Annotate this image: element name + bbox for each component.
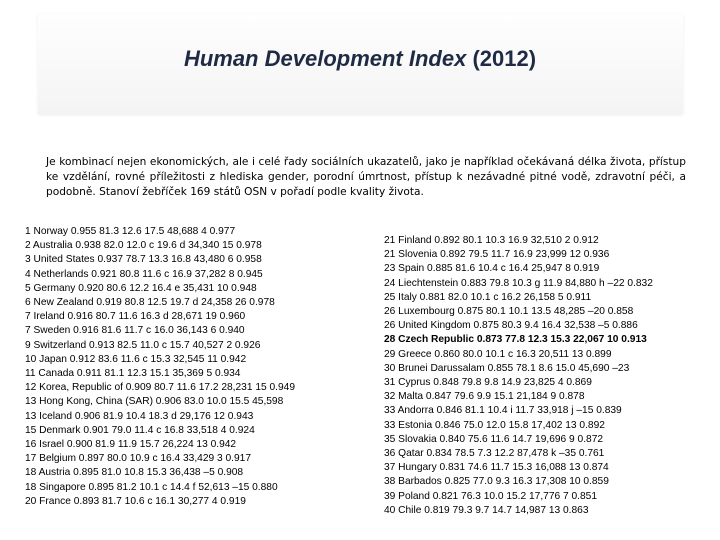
list-item: 18 Singapore 0.895 81.2 10.1 c 14.4 f 52… xyxy=(25,481,278,493)
title-panel xyxy=(38,14,683,114)
list-item: 13 Hong Kong, China (SAR) 0.906 83.0 10.… xyxy=(25,396,284,408)
list-item: 10 Japan 0.912 83.6 11.6 c 15.3 32,545 1… xyxy=(25,353,247,365)
list-item: 5 Germany 0.920 80.6 12.2 16.4 e 35,431 … xyxy=(25,282,257,294)
list-item: 6 New Zealand 0.919 80.8 12.5 19.7 d 24,… xyxy=(25,297,275,309)
list-item: 18 Austria 0.895 81.0 10.8 15.3 36,438 –… xyxy=(25,467,244,479)
list-item: 35 Slovakia 0.840 75.6 11.6 14.7 19,696 … xyxy=(384,433,604,445)
list-item: 33 Estonia 0.846 75.0 12.0 15.8 17,402 1… xyxy=(384,419,605,431)
list-item: 32 Malta 0.847 79.6 9.9 15.1 21,184 9 0.… xyxy=(384,391,585,403)
list-item: 26 United Kingdom 0.875 80.3 9.4 16.4 32… xyxy=(384,320,638,332)
list-item: 13 Iceland 0.906 81.9 10.4 18.3 d 29,176… xyxy=(25,410,254,422)
list-item: 31 Cyprus 0.848 79.8 9.8 14.9 23,825 4 0… xyxy=(384,377,592,389)
list-item: 21 Slovenia 0.892 79.5 11.7 16.9 23,999 … xyxy=(384,249,610,261)
list-item: 12 Korea, Republic of 0.909 80.7 11.6 17… xyxy=(25,382,295,394)
list-item: 16 Israel 0.900 81.9 11.9 15.7 26,224 13… xyxy=(25,439,237,451)
list-item: 25 Italy 0.881 82.0 10.1 c 16.2 26,158 5… xyxy=(384,291,592,303)
list-item: 40 Chile 0.819 79.3 9.7 14.7 14,987 13 0… xyxy=(384,504,589,516)
ranking-list-right: 21 Finland 0.892 80.1 10.3 16.9 32,510 2… xyxy=(384,234,704,518)
description-paragraph: Je kombinací nejen ekonomických, ale i c… xyxy=(46,156,686,198)
list-item: 11 Canada 0.911 81.1 12.3 15.1 35,369 5 … xyxy=(25,368,241,380)
list-item: 38 Barbados 0.825 77.0 9.3 16.3 17,308 1… xyxy=(384,476,609,488)
list-item: 1 Norway 0.955 81.3 12.6 17.5 48,688 4 0… xyxy=(25,226,236,237)
list-item: 39 Poland 0.821 76.3 10.0 15.2 17,776 7 … xyxy=(384,490,597,502)
list-item: 28 Czech Republic 0.873 77.8 12.3 15.3 2… xyxy=(384,334,647,346)
list-item: 9 Switzerland 0.913 82.5 11.0 c 15.7 40,… xyxy=(25,339,261,351)
list-item: 24 Liechtenstein 0.883 79.8 10.3 g 11.9 … xyxy=(384,277,653,289)
list-item: 37 Hungary 0.831 74.6 11.7 15.3 16,088 1… xyxy=(384,462,609,474)
list-item: 30 Brunei Darussalam 0.855 78.1 8.6 15.0… xyxy=(384,362,630,374)
list-item: 7 Ireland 0.916 80.7 11.6 16.3 d 28,671 … xyxy=(25,311,246,323)
list-item: 23 Spain 0.885 81.6 10.4 c 16.4 25,947 8… xyxy=(384,263,600,275)
list-item: 17 Belgium 0.897 80.0 10.9 c 16.4 33,429… xyxy=(25,453,252,465)
ranking-list-left: 1 Norway 0.955 81.3 12.6 17.5 48,688 4 0… xyxy=(25,225,360,509)
title-main: Human Development Index xyxy=(183,46,467,71)
list-item: 3 United States 0.937 78.7 13.3 16.8 43,… xyxy=(25,254,262,266)
list-item: 7 Sweden 0.916 81.6 11.7 c 16.0 36,143 6… xyxy=(25,325,245,337)
list-item: 4 Netherlands 0.921 80.8 11.6 c 16.9 37,… xyxy=(25,268,263,280)
list-item: 21 Finland 0.892 80.1 10.3 16.9 32,510 2… xyxy=(384,235,599,246)
list-item: 36 Qatar 0.834 78.5 7.3 12.2 87,478 k –3… xyxy=(384,448,605,460)
list-item: 20 France 0.893 81.7 10.6 c 16.1 30,277 … xyxy=(25,495,246,507)
list-item: 26 Luxembourg 0.875 80.1 10.1 13.5 48,28… xyxy=(384,306,634,318)
list-item: 29 Greece 0.860 80.0 10.1 c 16.3 20,511 … xyxy=(384,348,612,360)
title-year: (2012) xyxy=(472,46,537,71)
list-item: 33 Andorra 0.846 81.1 10.4 i 11.7 33,918… xyxy=(384,405,622,417)
list-item: 2 Australia 0.938 82.0 12.0 c 19.6 d 34,… xyxy=(25,240,262,252)
list-item: 15 Denmark 0.901 79.0 11.4 c 16.8 33,518… xyxy=(25,424,255,436)
page-title: Human Development Index (2012) xyxy=(0,46,720,72)
